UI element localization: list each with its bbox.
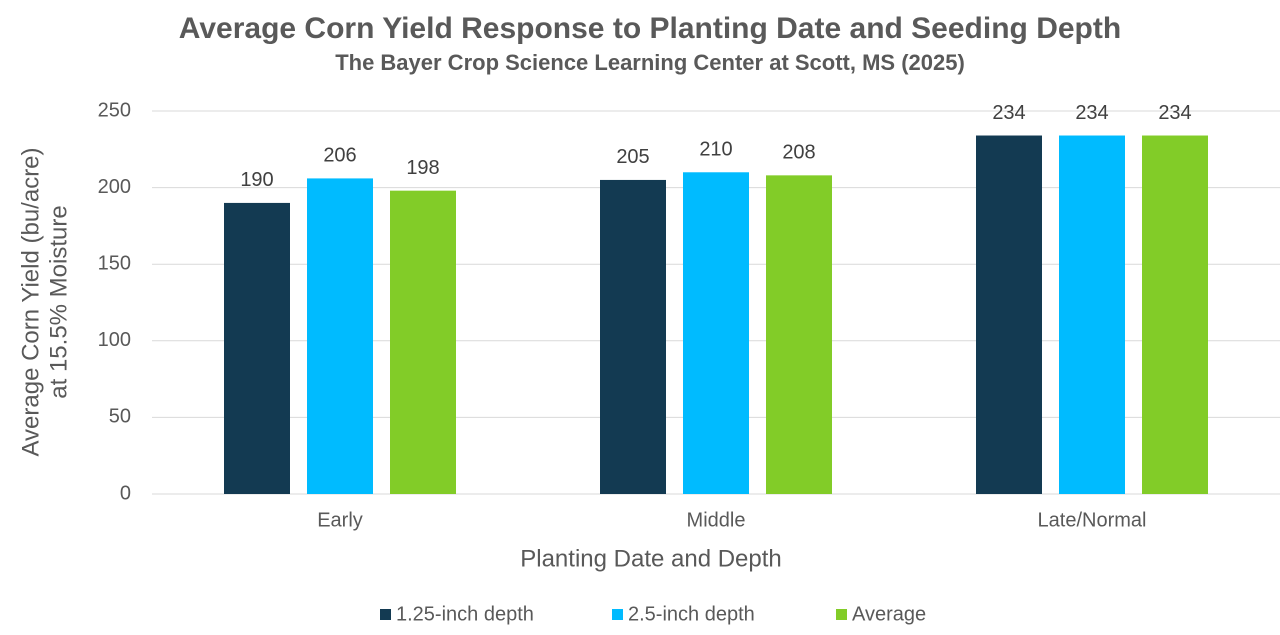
data-label: 190 <box>240 169 273 191</box>
chart-subtitle: The Bayer Crop Science Learning Center a… <box>335 50 965 75</box>
bar <box>1059 135 1125 494</box>
chart-title: Average Corn Yield Response to Planting … <box>179 12 1121 45</box>
bar <box>976 135 1042 494</box>
legend-swatch <box>612 609 623 620</box>
legend-swatch <box>836 609 847 620</box>
legend-swatch <box>380 609 391 620</box>
y-axis-label: at 15.5% Moisture <box>45 205 72 398</box>
y-tick-label: 150 <box>98 252 131 274</box>
x-tick-label: Late/Normal <box>1038 509 1147 531</box>
data-label: 234 <box>1075 102 1108 124</box>
x-tick-label: Early <box>317 509 363 531</box>
data-label: 205 <box>616 146 649 168</box>
bar <box>766 175 832 494</box>
bar <box>683 172 749 494</box>
data-label: 206 <box>323 145 356 167</box>
x-axis-label: Planting Date and Depth <box>520 545 782 572</box>
y-tick-label: 50 <box>109 406 131 428</box>
y-tick-label: 250 <box>98 99 131 121</box>
legend-label: 2.5-inch depth <box>628 603 755 625</box>
bar <box>600 179 666 494</box>
bar <box>390 190 456 494</box>
legend-label: 1.25-inch depth <box>396 603 534 625</box>
data-label: 210 <box>699 139 732 161</box>
data-label: 198 <box>406 157 439 179</box>
data-label: 208 <box>782 142 815 164</box>
y-tick-label: 200 <box>98 176 131 198</box>
bar <box>307 178 373 494</box>
data-label: 234 <box>1158 102 1191 124</box>
y-tick-label: 100 <box>98 329 131 351</box>
y-tick-label: 0 <box>120 482 131 504</box>
y-axis-label: Average Corn Yield (bu/acre) <box>17 147 44 456</box>
legend-label: Average <box>852 603 926 625</box>
data-label: 234 <box>992 102 1025 124</box>
bar <box>224 202 290 495</box>
x-tick-label: Middle <box>687 509 746 531</box>
bar <box>1142 135 1208 494</box>
